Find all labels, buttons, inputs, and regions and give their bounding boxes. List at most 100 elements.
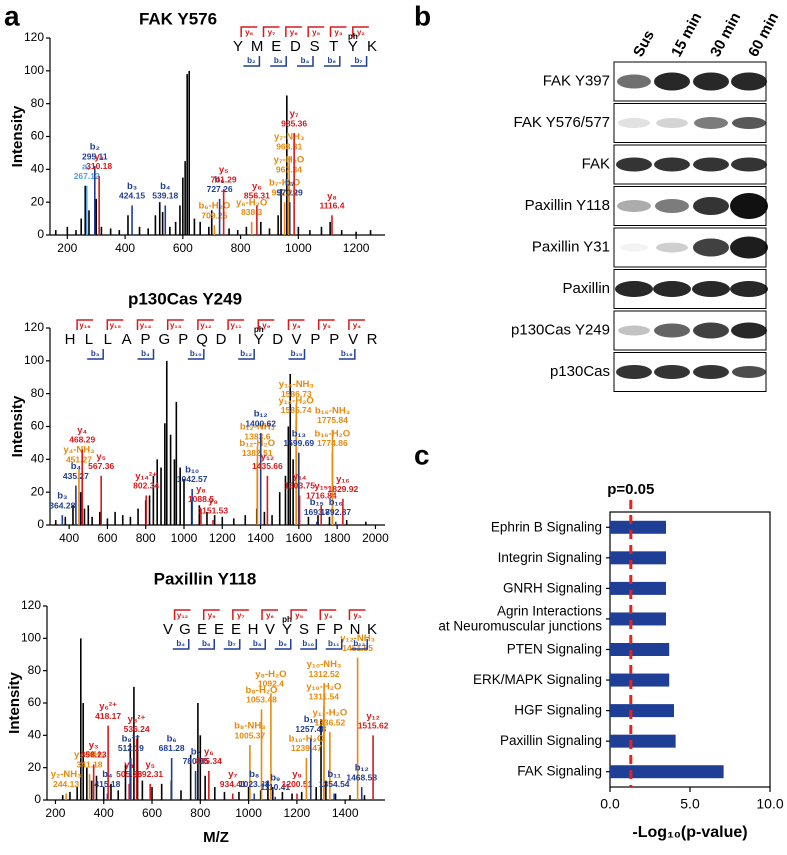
ion-label: b₁₅ (310, 497, 324, 508)
b-ion-tag: b₄ (176, 639, 185, 648)
blot-frame (613, 352, 767, 392)
blot-frame (613, 269, 767, 309)
y-ion-tag: y₃ (353, 611, 361, 620)
ion-label: y₁₂ (366, 711, 379, 722)
ion-mass: 358.23 (81, 750, 107, 760)
ion-label: b₁₆-NH₃ (315, 405, 350, 416)
panel-label: a (4, 0, 20, 31)
ion-mass: 1200.51 (282, 779, 313, 789)
sequence-residue: Y (233, 38, 243, 55)
ion-label: b₁₀ (185, 464, 199, 475)
blot-row-label: Paxillin (562, 280, 610, 297)
ion-label: y₁₅ (314, 481, 328, 492)
x-tick-label: 800 (231, 241, 251, 255)
y-ion-bracket (106, 319, 124, 330)
bar (610, 643, 670, 656)
y-tick-label: 0 (37, 227, 44, 241)
blot-row-label: Paxillin Y31 (532, 238, 610, 255)
y-ion-tag: y₁₂ (200, 321, 212, 330)
bar (610, 551, 666, 565)
y-tick-label: 100 (24, 63, 44, 77)
sequence-residue: E (231, 621, 241, 638)
b-ion-tag: b₇ (228, 639, 236, 648)
x-tick-label: 400 (59, 531, 79, 545)
blot-row-label: Paxillin Y118 (525, 197, 610, 214)
x-tick-label: 400 (115, 241, 135, 255)
bar (610, 673, 670, 687)
ion-mass: 1792.87 (320, 507, 351, 517)
ion-mass: 468.29 (69, 435, 95, 445)
ion-label: b₄ (160, 181, 171, 192)
panel-label: c (414, 439, 430, 470)
ion-mass: 1023.38 (239, 779, 270, 789)
ion-mass: 1354.54 (319, 779, 350, 789)
ion-label: y₆ (252, 181, 262, 192)
ion-mass: 418.17 (95, 711, 121, 721)
x-tick-label: 800 (136, 531, 156, 545)
sequence-residue: D (272, 331, 283, 348)
x-tick-label: 1600 (286, 531, 313, 545)
b-ion-bracket (172, 639, 190, 650)
y-ion-tag: y₆ (290, 28, 298, 37)
b-ion-bracket (274, 639, 292, 650)
b-ion-bracket (249, 639, 266, 650)
ion-mass: 952.29 (272, 187, 298, 197)
ion-label: b₆-H₂O (199, 201, 231, 212)
ion-label: b₇ (285, 178, 295, 189)
ion-mass: 856.31 (244, 191, 270, 201)
ion-mass: 1005.37 (235, 730, 266, 740)
y-ion-bracket (285, 26, 302, 37)
x-tick-label: 1000 (285, 241, 312, 255)
y-tick-label: 20 (31, 484, 45, 498)
y-ion-tag: y₉ (208, 611, 216, 620)
x-tick-label: 200 (57, 241, 77, 255)
y-ion-tag: y₇ (268, 28, 276, 37)
y-tick-label: 0 (34, 792, 41, 806)
ion-mass: 934.41 (220, 779, 246, 789)
x-tick-label: 1200 (209, 531, 236, 545)
sequence-residue: R (367, 331, 378, 348)
y-ion-tag: y₁₂ (177, 611, 189, 620)
bar (610, 612, 666, 626)
ion-label: y₆ (204, 746, 214, 757)
sequence-residue: P (140, 331, 150, 348)
sequence-residue: I (238, 331, 242, 348)
b-ion-bracket (350, 56, 368, 67)
ion-mass: 985.36 (281, 118, 307, 128)
category-label: Integrin Signaling (498, 549, 602, 564)
y-ion-tag: y₆ (266, 611, 274, 620)
b-ion-bracket (198, 639, 215, 650)
b-ion-bracket (351, 639, 368, 650)
ion-mass: 536.24 (124, 724, 150, 734)
category-label: PTEN Signaling (507, 641, 602, 656)
y-ion-bracket (202, 609, 220, 620)
y-ion-tag: y₁₄ (140, 321, 152, 330)
sequence-residue: S (299, 621, 309, 638)
x-tick-label: 800 (190, 806, 210, 820)
ion-label: y₃ (89, 740, 99, 751)
y-tick-label: 60 (31, 419, 45, 433)
ion-mass: 1110.41 (260, 782, 290, 792)
ion-mass: 1239.47 (291, 743, 322, 753)
ion-mass: 1451.55 (342, 643, 373, 653)
x-tick-label: 1200 (284, 806, 311, 820)
sequence-residue: F (316, 621, 325, 638)
sequence-residue: D (290, 38, 301, 55)
ion-label: y₅ (96, 451, 106, 462)
ion-mass: 539.18 (152, 191, 178, 201)
ion-mass: 505.28 (116, 769, 142, 779)
ion-mass: 1716.84 (306, 491, 337, 501)
ion-mass: 1312.52 (309, 669, 340, 679)
sequence-residue: Y (254, 331, 264, 348)
ion-mass: 968.31 (276, 141, 302, 151)
b-ion-bracket (87, 349, 104, 360)
ion-mass: 970.29 (277, 187, 303, 197)
y-tick-label: 40 (31, 452, 45, 466)
ion-mass: 567.36 (88, 461, 114, 471)
ion-mass: 709.25 (201, 210, 227, 220)
sequence-residue: G (159, 331, 171, 348)
b-ion-tag: b₆ (328, 56, 337, 65)
y-tick-label: 80 (31, 96, 45, 110)
ion-label: b₁₀ (304, 714, 318, 725)
y-ion-bracket (197, 319, 214, 330)
